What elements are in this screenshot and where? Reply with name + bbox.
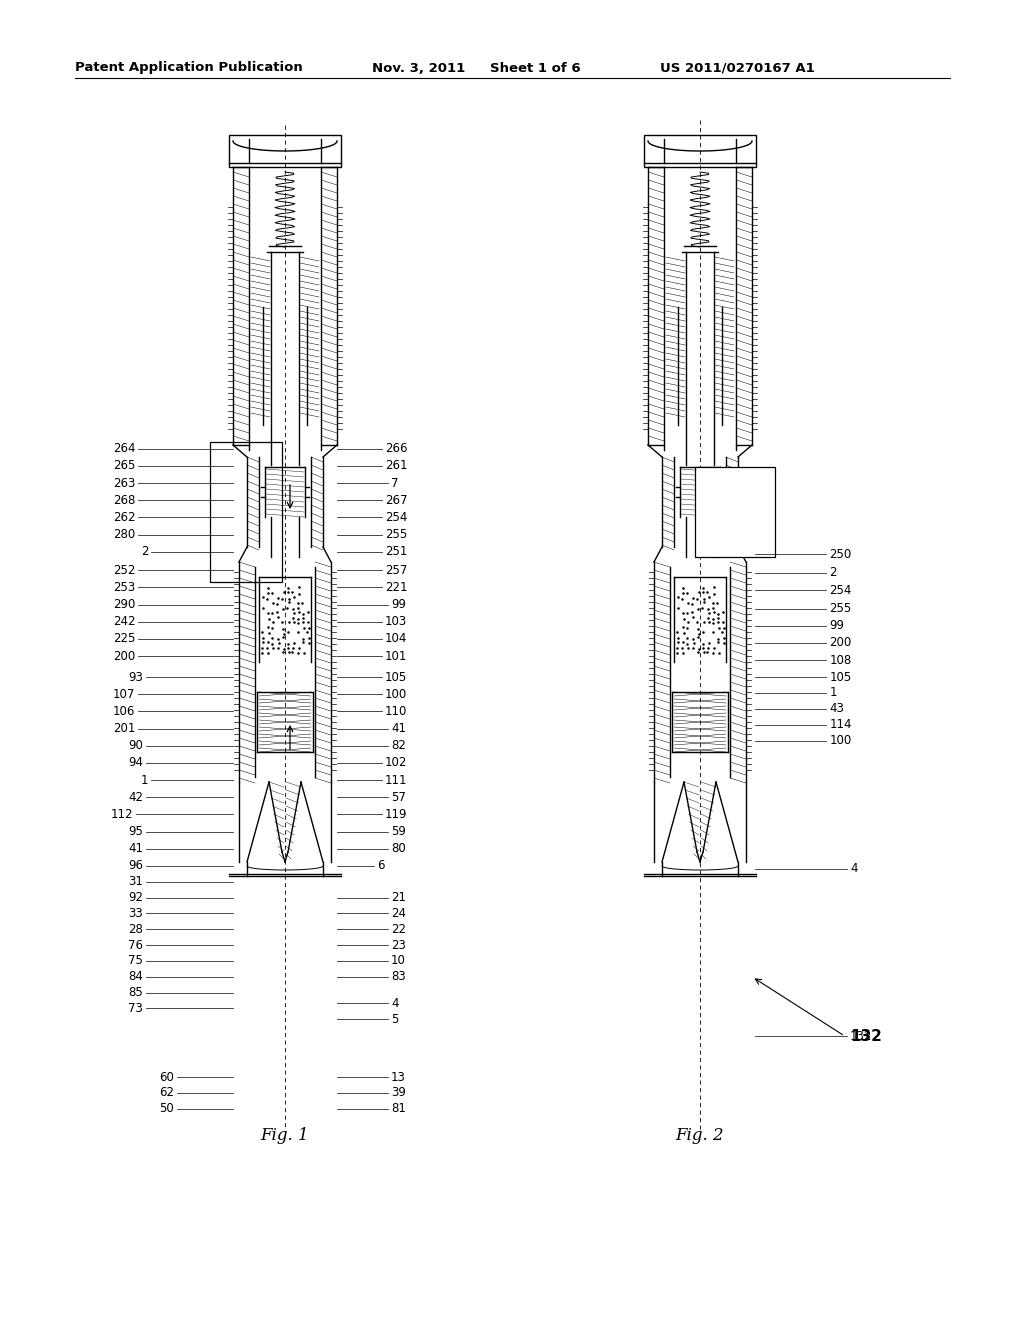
Text: 253: 253	[113, 581, 135, 594]
Text: 119: 119	[385, 808, 408, 821]
Text: 105: 105	[829, 671, 852, 684]
Bar	[644, 135, 756, 168]
Text: 104: 104	[385, 632, 408, 645]
Text: 110: 110	[385, 705, 408, 718]
Text: 201: 201	[113, 722, 135, 735]
Text: 41: 41	[128, 842, 143, 855]
Text: 62: 62	[159, 1086, 174, 1100]
Text: 83: 83	[391, 970, 406, 983]
Text: 60: 60	[159, 1071, 174, 1084]
Text: 33: 33	[129, 907, 143, 920]
Text: 95: 95	[128, 825, 143, 838]
Text: 50: 50	[160, 1102, 174, 1115]
Text: 99: 99	[391, 598, 407, 611]
Text: 266: 266	[385, 442, 408, 455]
Text: Sheet 1 of 6: Sheet 1 of 6	[490, 62, 581, 74]
Text: 41: 41	[391, 722, 407, 735]
Bar	[229, 135, 341, 168]
Text: 21: 21	[391, 891, 407, 904]
Text: 200: 200	[113, 649, 135, 663]
Text: 90: 90	[128, 739, 143, 752]
Bar	[210, 442, 282, 582]
Text: 268: 268	[113, 494, 135, 507]
Text: 263: 263	[113, 477, 135, 490]
Text: 254: 254	[829, 583, 852, 597]
Text: 102: 102	[385, 756, 408, 770]
Text: 265: 265	[113, 459, 135, 473]
Bar	[695, 467, 775, 557]
Text: 2: 2	[141, 545, 148, 558]
Text: US 2011/0270167 A1: US 2011/0270167 A1	[660, 62, 815, 74]
Text: 267: 267	[385, 494, 408, 507]
Text: 73: 73	[128, 1002, 143, 1015]
Text: 28: 28	[128, 923, 143, 936]
Text: 84: 84	[128, 970, 143, 983]
Text: 255: 255	[829, 602, 852, 615]
Text: 132: 132	[850, 1028, 882, 1044]
Text: 4: 4	[850, 862, 857, 875]
Text: 132: 132	[850, 1030, 872, 1043]
Text: 280: 280	[113, 528, 135, 541]
Text: 7: 7	[391, 477, 398, 490]
Text: 99: 99	[829, 619, 845, 632]
Text: 82: 82	[391, 739, 407, 752]
Text: 1: 1	[829, 686, 837, 700]
Text: 59: 59	[391, 825, 407, 838]
Text: 92: 92	[128, 891, 143, 904]
Text: 31: 31	[128, 875, 143, 888]
Text: 261: 261	[385, 459, 408, 473]
Text: 242: 242	[113, 615, 135, 628]
Text: 75: 75	[128, 954, 143, 968]
Text: 6: 6	[377, 859, 384, 873]
Text: 100: 100	[829, 734, 852, 747]
Text: 22: 22	[391, 923, 407, 936]
Text: 5: 5	[391, 1012, 398, 1026]
Text: 106: 106	[113, 705, 135, 718]
Text: 290: 290	[113, 598, 135, 611]
Text: 103: 103	[385, 615, 408, 628]
Text: 42: 42	[128, 791, 143, 804]
Text: 257: 257	[385, 564, 408, 577]
Text: 250: 250	[829, 548, 852, 561]
Text: 10: 10	[391, 954, 407, 968]
Text: Patent Application Publication: Patent Application Publication	[75, 62, 303, 74]
Text: 108: 108	[829, 653, 852, 667]
Text: 24: 24	[391, 907, 407, 920]
Text: 4: 4	[391, 997, 398, 1010]
Text: 43: 43	[829, 702, 845, 715]
Text: 254: 254	[385, 511, 408, 524]
Text: 200: 200	[829, 636, 852, 649]
Text: Fig. 2: Fig. 2	[676, 1126, 724, 1143]
Text: 225: 225	[113, 632, 135, 645]
Text: 100: 100	[385, 688, 408, 701]
Text: 107: 107	[113, 688, 135, 701]
Text: Nov. 3, 2011: Nov. 3, 2011	[372, 62, 465, 74]
Text: 81: 81	[391, 1102, 407, 1115]
Text: 94: 94	[128, 756, 143, 770]
Text: 221: 221	[385, 581, 408, 594]
Text: 252: 252	[113, 564, 135, 577]
Text: 262: 262	[113, 511, 135, 524]
Text: 13: 13	[391, 1071, 407, 1084]
Text: 96: 96	[128, 859, 143, 873]
Text: 2: 2	[829, 566, 837, 579]
Text: 264: 264	[113, 442, 135, 455]
Text: 80: 80	[391, 842, 406, 855]
Text: 255: 255	[385, 528, 408, 541]
Text: 76: 76	[128, 939, 143, 952]
Text: 23: 23	[391, 939, 407, 952]
Text: 93: 93	[128, 671, 143, 684]
Text: 1: 1	[141, 774, 148, 787]
Text: 39: 39	[391, 1086, 407, 1100]
Text: Fig. 1: Fig. 1	[261, 1126, 309, 1143]
Text: 114: 114	[829, 718, 852, 731]
Text: 251: 251	[385, 545, 408, 558]
Text: 105: 105	[385, 671, 408, 684]
Text: 111: 111	[385, 774, 408, 787]
Text: 101: 101	[385, 649, 408, 663]
Text: 57: 57	[391, 791, 407, 804]
Text: 112: 112	[111, 808, 133, 821]
Text: 85: 85	[129, 986, 143, 999]
